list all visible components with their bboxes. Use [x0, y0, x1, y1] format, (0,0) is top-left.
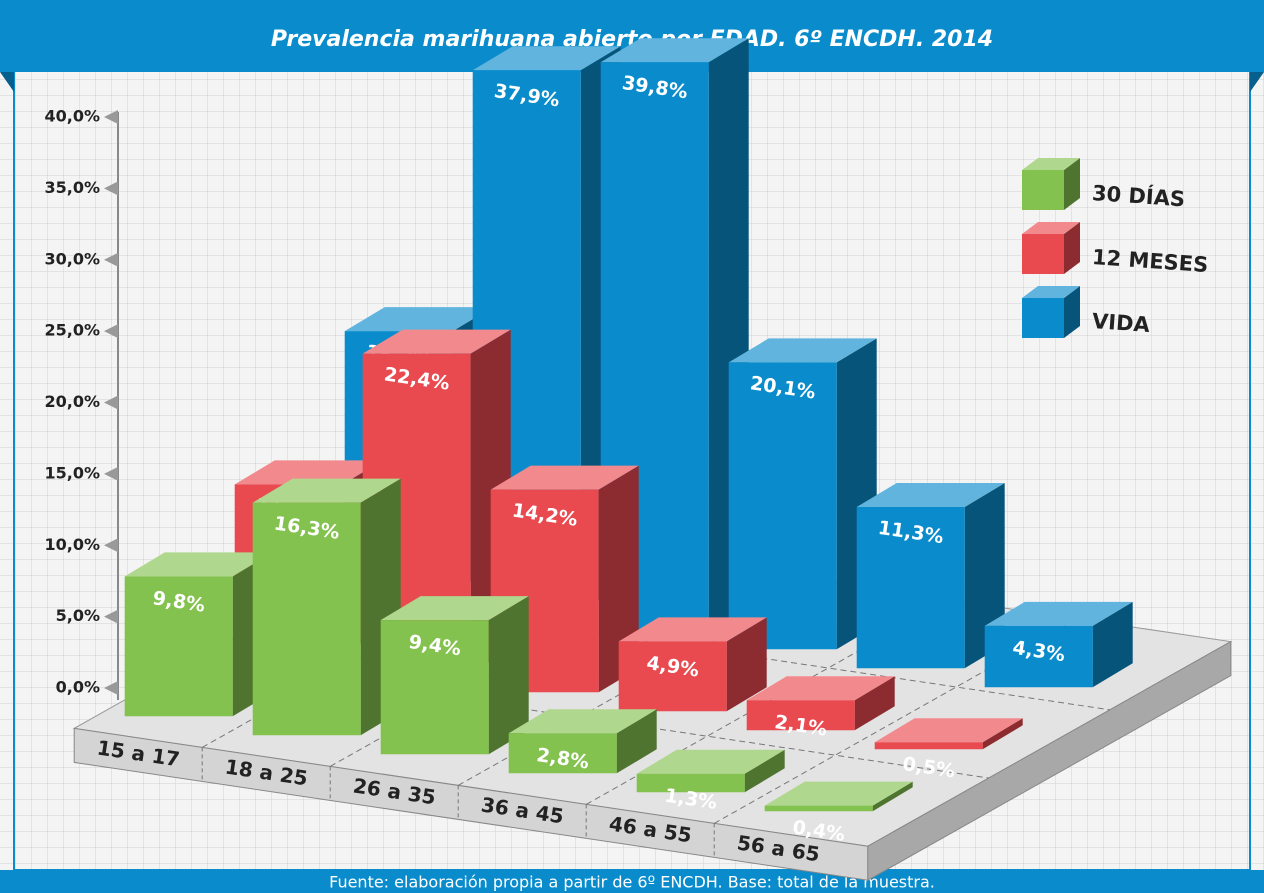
bar-side	[982, 718, 1023, 750]
source-note: Fuente: elaboración propia a partir de 6…	[329, 873, 935, 892]
bar-front	[746, 700, 855, 731]
y-tick-label: 0,0%	[56, 678, 100, 697]
bar-front	[380, 620, 489, 755]
bar: 16,3%	[252, 478, 401, 736]
y-tick-label: 20,0%	[44, 392, 100, 411]
bar-top	[874, 718, 1023, 743]
bar-front	[764, 805, 873, 812]
legend-swatch	[1022, 170, 1064, 210]
bar-top	[362, 329, 511, 354]
y-tick-label: 30,0%	[44, 249, 100, 268]
bar-front	[874, 742, 983, 750]
legend-swatch-side	[1064, 222, 1080, 274]
bar: 1,3%	[636, 749, 785, 814]
y-tick-mark	[104, 681, 118, 695]
bar-front	[856, 507, 965, 669]
bar-top	[508, 709, 657, 734]
bar-front	[124, 576, 233, 717]
bar-front	[984, 625, 1093, 688]
footer-bar	[0, 870, 1264, 893]
legend-swatch-side	[1064, 286, 1080, 338]
y-tick-mark	[104, 466, 118, 481]
bar-front	[508, 733, 617, 774]
bar-top	[618, 617, 767, 642]
bar-side	[744, 749, 785, 793]
legend-swatch-top	[1022, 222, 1080, 234]
legend-label: VIDA	[1091, 309, 1151, 337]
bar-front	[636, 773, 745, 793]
bar-front	[252, 502, 361, 736]
bar-top	[764, 781, 913, 806]
bar-top	[380, 596, 529, 621]
y-tick-label: 40,0%	[44, 107, 100, 126]
bar-top	[234, 460, 383, 485]
y-tick-mark	[104, 609, 118, 624]
y-tick-label: 15,0%	[44, 463, 100, 482]
bar-side	[726, 617, 767, 712]
bar: 20,1%	[728, 338, 877, 650]
bar-front	[618, 641, 727, 712]
bar-side	[1092, 601, 1133, 688]
bar: 2,8%	[508, 709, 657, 774]
y-tick-mark	[104, 324, 118, 339]
y-tick-mark	[104, 395, 118, 410]
bar-side	[616, 709, 657, 774]
legend-swatch-side	[1064, 158, 1080, 210]
bar: 9,4%	[380, 596, 529, 755]
bar-top	[984, 601, 1133, 626]
bar-top	[472, 46, 621, 71]
bar: 4,9%	[618, 617, 767, 712]
y-tick-label: 5,0%	[56, 606, 100, 625]
legend-swatch	[1022, 234, 1064, 274]
legend-swatch-top	[1022, 158, 1080, 170]
corner	[0, 72, 14, 92]
bar-top	[600, 38, 749, 63]
bar-front	[728, 362, 837, 650]
y-tick-label: 10,0%	[44, 535, 100, 554]
bar-side	[854, 676, 895, 731]
y-tick-mark	[104, 181, 118, 196]
bar: 9,8%	[124, 552, 273, 717]
bar-top	[344, 307, 493, 332]
bar-side	[872, 781, 913, 812]
corner	[1250, 72, 1264, 92]
bar-top	[746, 676, 895, 701]
legend-swatch-top	[1022, 286, 1080, 298]
y-tick-label: 25,0%	[44, 321, 100, 340]
bar: 2,1%	[746, 676, 895, 741]
y-tick-mark	[104, 538, 118, 553]
bar: 4,3%	[984, 601, 1133, 688]
y-tick-mark	[104, 252, 118, 267]
bar: 11,3%	[856, 483, 1005, 669]
bar-top	[490, 465, 639, 490]
y-tick-label: 35,0%	[44, 178, 100, 197]
y-tick-mark	[104, 110, 118, 124]
bar-top	[728, 338, 877, 363]
bar-top	[124, 552, 273, 577]
bar-top	[252, 478, 401, 503]
legend-swatch	[1022, 298, 1064, 338]
bar-top	[856, 483, 1005, 507]
bar-top	[636, 749, 785, 774]
bar-side	[488, 596, 529, 755]
